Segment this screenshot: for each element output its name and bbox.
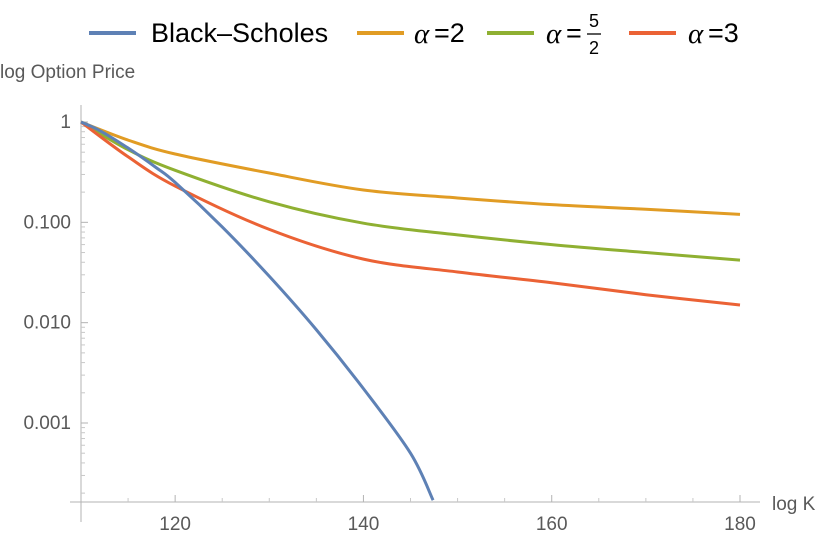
series-line-1: [80, 120, 741, 216]
y-tick-label: 0.001: [23, 413, 71, 434]
y-axis-title: log Option Price: [0, 62, 135, 83]
series-line-2: [80, 120, 741, 262]
legend-symbol: α: [546, 18, 562, 50]
series-line-3: [80, 120, 741, 307]
legend: Black–Scholes α =2 α = 52 α =3: [89, 11, 739, 58]
legend-item: α =3: [629, 18, 739, 50]
x-tick-label: 140: [348, 514, 380, 535]
legend-item: α = 5 2: [487, 11, 601, 58]
legend-value: =2: [434, 18, 465, 48]
legend-symbol: α: [414, 18, 430, 50]
legend-numerator: 5: [589, 11, 599, 31]
legend-value: =3: [708, 18, 739, 48]
series-line-0: [80, 120, 435, 501]
legend-equals: =: [566, 18, 582, 48]
y-tick-label: 1: [60, 112, 71, 133]
y-axis: 1 0.100 0.010 0.001: [23, 105, 88, 522]
x-axis: 120 140 160 180: [70, 495, 760, 535]
x-tick-label: 180: [724, 514, 756, 535]
legend-item: α =2: [357, 18, 465, 50]
y-tick-label: 0.010: [23, 313, 71, 334]
legend-symbol: α: [688, 18, 704, 50]
x-axis-title: log K: [772, 494, 816, 515]
plot-lines: [80, 120, 741, 501]
y-tick-label: 0.100: [23, 212, 71, 233]
x-tick-label: 120: [159, 514, 191, 535]
x-tick-label: 160: [536, 514, 568, 535]
legend-denominator: 2: [589, 38, 599, 58]
legend-label: Black–Scholes: [151, 18, 328, 48]
legend-item: Black–Scholes: [89, 18, 328, 48]
